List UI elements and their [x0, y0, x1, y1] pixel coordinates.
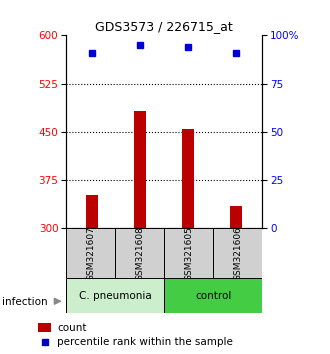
- Text: GSM321608: GSM321608: [135, 225, 144, 281]
- Text: GSM321607: GSM321607: [86, 225, 95, 281]
- Bar: [86, 195, 98, 228]
- Bar: [66, 278, 164, 313]
- Bar: [164, 278, 262, 313]
- Text: infection: infection: [2, 297, 47, 307]
- Bar: [38, 323, 51, 332]
- Bar: [115, 228, 164, 278]
- Text: C. pneumonia: C. pneumonia: [79, 291, 151, 301]
- Bar: [164, 228, 213, 278]
- Bar: [66, 228, 115, 278]
- Text: GSM321606: GSM321606: [233, 225, 242, 281]
- Bar: [213, 228, 262, 278]
- Text: percentile rank within the sample: percentile rank within the sample: [57, 337, 233, 348]
- Text: control: control: [195, 291, 231, 301]
- Text: GSM321605: GSM321605: [184, 225, 193, 281]
- Bar: [230, 206, 242, 228]
- Text: count: count: [57, 322, 86, 332]
- Bar: [134, 111, 146, 228]
- Bar: [182, 129, 194, 228]
- Title: GDS3573 / 226715_at: GDS3573 / 226715_at: [95, 20, 233, 33]
